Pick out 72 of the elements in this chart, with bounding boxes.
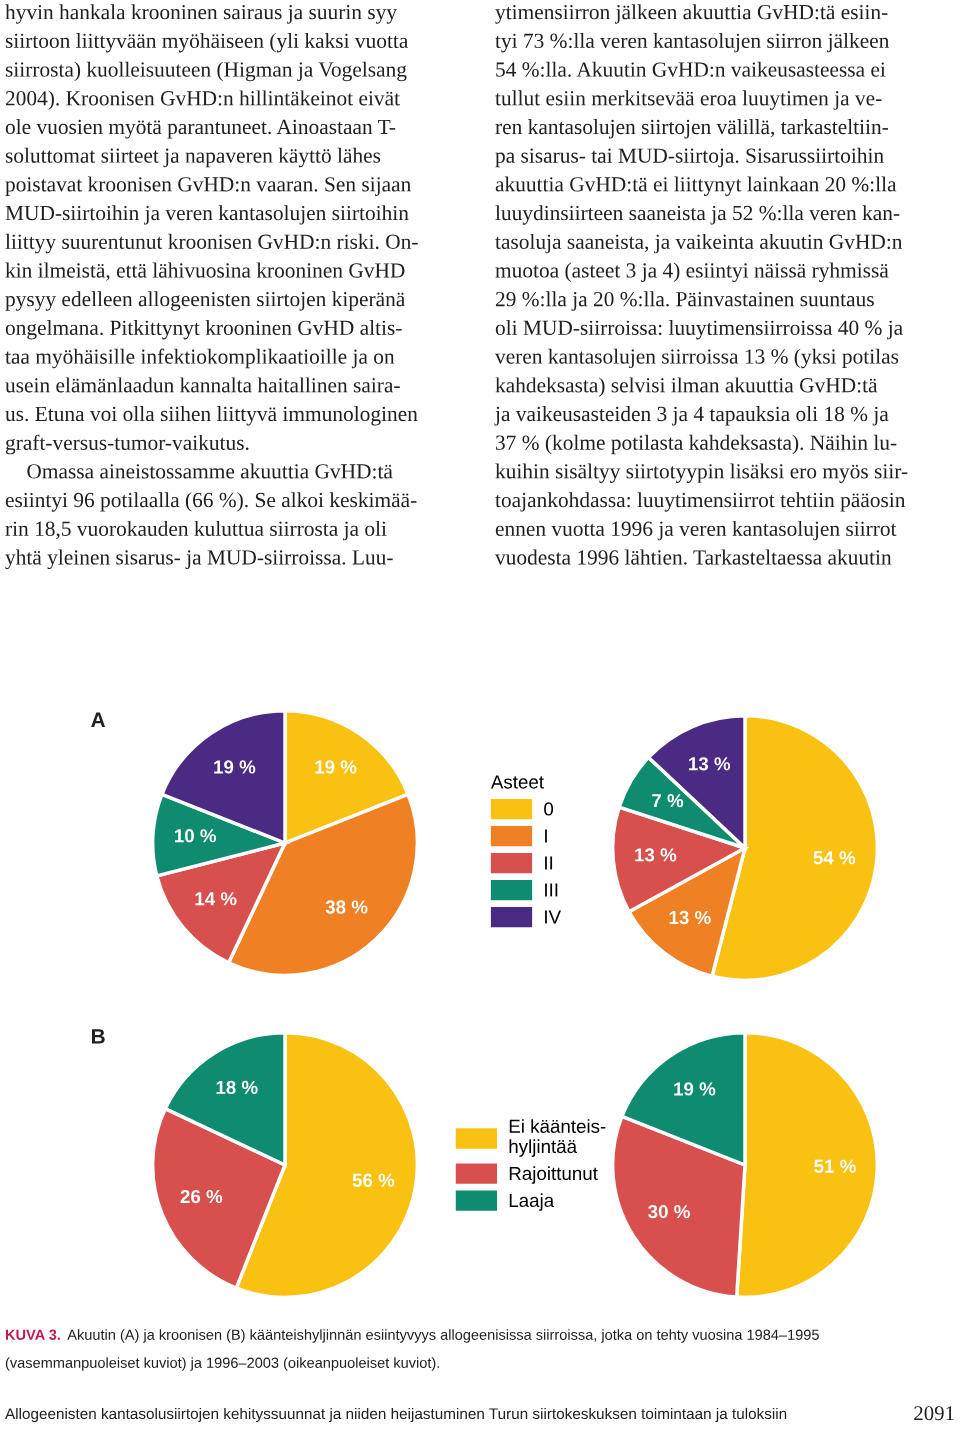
- data-label: 30 %: [648, 1204, 690, 1219]
- legend-label: III: [545, 883, 558, 897]
- data-label: 13 %: [669, 910, 711, 925]
- text: pa sisarus- tai MUD-siirtoja. Sisarussiirtoihin: [495, 147, 884, 168]
- text: siirrosta) kuolleisuuteen (Higman ja Vogelsang: [5, 61, 407, 82]
- text: kahdeksasta) selvisi ilman akuuttia GvHD:tä: [495, 377, 878, 397]
- text: KUVA 3.: [5, 1329, 60, 1340]
- data-label: 19 %: [674, 1082, 716, 1096]
- text: toajankohdassa: luuytimensiirrot tehtiin pääosin: [495, 492, 906, 512]
- text: akuuttia GvHD:tä ei liittynyt lainkaan 20 %:lla: [495, 176, 897, 196]
- chart-title: A: [91, 712, 106, 727]
- data-label: 38 %: [325, 900, 368, 914]
- text: us. Etuna voi olla siihen liittyvä immunologinen: [5, 406, 418, 426]
- legend-label: Laaja: [509, 1193, 555, 1211]
- text: yhtä yleinen sisarus- ja MUD-siirroissa. Luu-: [5, 549, 393, 570]
- legend-label: 0: [544, 802, 554, 816]
- text: oli MUD-siirroissa: luuytimensiirroissa 40 % ja: [495, 319, 903, 340]
- data-label: 10 %: [174, 829, 217, 843]
- text: 2091: [914, 1406, 954, 1421]
- text: 54 %:lla. Akuutin GvHD:n vaikeusasteessa ei: [496, 61, 886, 77]
- data-label: 19 %: [214, 760, 256, 774]
- text: (vasemmanpuoleiset kuviot) ja 1996–2003 (oikeanpuoleiset kuviot).: [5, 1357, 439, 1371]
- text: luuydinsiirteen saaneista ja 52 %:lla veren kan-: [495, 205, 900, 225]
- data-label: 18 %: [216, 1080, 258, 1095]
- data-label: 51 %: [814, 1159, 856, 1173]
- text: ennen vuotta 1996 ja veren kantasolujen siirrot: [495, 520, 897, 541]
- text: poistavat kroonisen GvHD:n vaaran. Sen sijaan: [5, 176, 411, 196]
- text: soluttomat siirteet ja napaveren käyttö lähes: [5, 147, 381, 168]
- data-label: 7 %: [652, 793, 684, 808]
- legend-label: II: [545, 856, 553, 870]
- text: ja vaikeusasteiden 3 ja 4 tapauksia oli 18 % ja: [494, 406, 889, 426]
- legend-label: IV: [545, 910, 562, 924]
- text: hyvin hankala krooninen sairaus ja suurin syy: [5, 4, 397, 24]
- legend-title: Asteet: [490, 775, 544, 789]
- data-label: 26 %: [180, 1189, 223, 1204]
- data-label: 19 %: [315, 760, 357, 774]
- text: Allogeenisten kantasolusiirtojen kehityssuunnat ja niiden heijastuminen Turun siirtokeskuksen toimintaan ja tuloksiin: [5, 1407, 787, 1423]
- text: vuodesta 1996 lähtien. Tarkasteltaessa akuutin: [495, 549, 892, 565]
- legend-label: Ei käänteis- hyljintää: [509, 1119, 606, 1157]
- text: muotoa (asteet 3 ja 4) esiintyi näissä ryhmissä: [495, 262, 889, 283]
- data-label: 56 %: [352, 1173, 395, 1187]
- text: siirtoon liittyvään myöhäiseen (yli kaksi vuotta: [5, 32, 409, 53]
- text: ytimensiirron jälkeen akuuttia GvHD:tä esiin-: [495, 4, 888, 24]
- chart-title: B: [91, 1029, 105, 1044]
- legend-label: I: [545, 829, 547, 843]
- text: graft-versus-tumor-vaikutus.: [5, 434, 249, 455]
- text: tullut esiin merkitsevää eroa luuytimen ja ve-: [495, 90, 882, 110]
- text: pysyy edelleen allogeenisten siirtojen kiperänä: [5, 291, 406, 311]
- text: ole vuosien myötä parantuneet. Ainoastaan T-: [5, 119, 396, 139]
- data-label: 54 %: [813, 851, 856, 865]
- text: tyi 73 %:lla veren kantasolujen siirron jälkeen: [495, 32, 890, 53]
- text: Akuutin (A) ja kroonisen (B) käänteishyljinnän esiintyvyys allogeenisissa siirroissa, jotka on tehty vuosina 1984–1995: [67, 1329, 819, 1343]
- text: 29 %:lla ja 20 %:lla. Päinvastainen suuntaus: [495, 291, 874, 311]
- text: veren kantasolujen siirroissa 13 % (yksi potilas: [495, 348, 899, 369]
- text: rin 18,5 vuorokauden kuluttua siirrosta ja oli: [5, 520, 387, 541]
- text: tasoluja saaneista, ja vaikeinta akuutin GvHD:n: [495, 233, 903, 254]
- text: Omassa aineistossamme akuuttia GvHD:tä: [27, 463, 393, 479]
- data-label: 13 %: [689, 757, 731, 771]
- text: esiintyi 96 potilaalla (66 %). Se alkoi keskimää-: [5, 492, 417, 512]
- data-label: 14 %: [195, 892, 237, 906]
- text: liittyy suurentunut kroonisen GvHD:n riski. On-: [5, 233, 418, 254]
- legend-label: Rajoittunut: [509, 1166, 598, 1184]
- text: usein elämänlaadun kannalta haitallinen saira-: [5, 377, 400, 393]
- text: taa myöhäisille infektiokomplikaatioille ja on: [5, 348, 395, 369]
- text: 37 % (kolme potilasta kahdeksasta). Näihin lu-: [496, 434, 897, 455]
- text: MUD-siirtoihin ja veren kantasolujen siirtoihin: [5, 205, 409, 225]
- text: kin ilmeistä, että lähivuosina krooninen GvHD: [5, 262, 405, 281]
- text: kuihin sisältyy siirtotyypin lisäksi ero myös siir-: [495, 463, 908, 483]
- text: ren kantasolujen siirtojen välillä, tarkasteltiin-: [495, 119, 889, 139]
- text: ongelmana. Pitkittynyt krooninen GvHD altis-: [5, 319, 402, 340]
- text: 2004). Kroonisen GvHD:n hillintäkeinot eivät: [5, 90, 400, 110]
- data-label: 13 %: [635, 848, 677, 862]
